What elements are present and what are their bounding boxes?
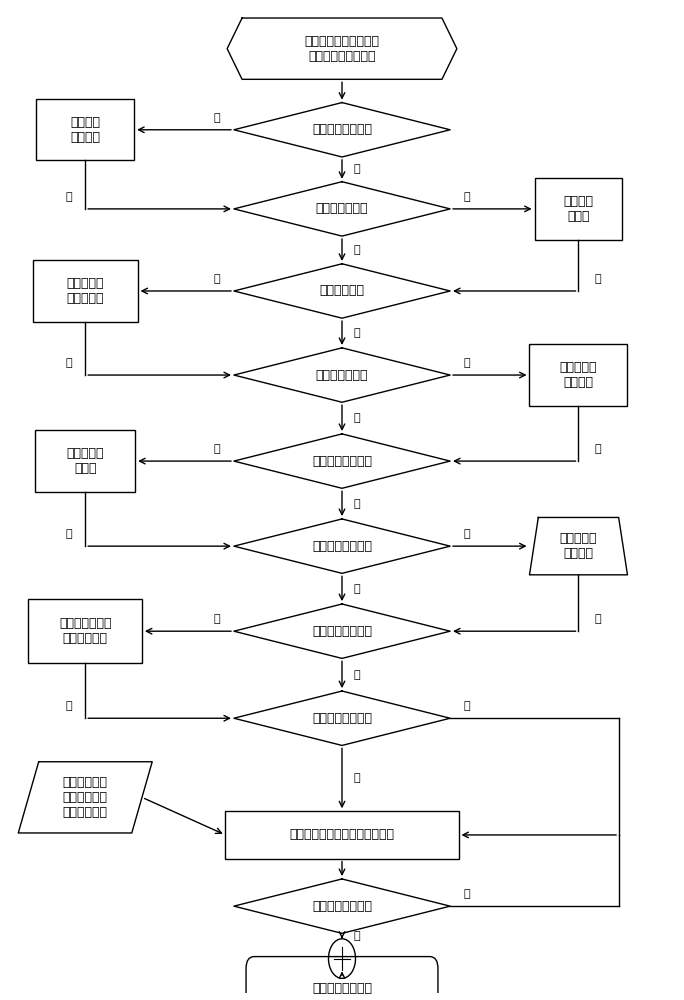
Text: 层流辊道无带载: 层流辊道无带载: [316, 369, 368, 382]
Text: 无自动开启或关闭: 无自动开启或关闭: [312, 625, 372, 638]
Text: 否: 否: [213, 614, 220, 624]
Text: 否: 否: [213, 274, 220, 284]
Text: 等待精轧机
无带载信号: 等待精轧机 无带载信号: [66, 277, 104, 305]
Text: 是: 是: [354, 499, 360, 509]
Text: 是: 是: [65, 192, 72, 202]
Text: 是: 是: [594, 274, 601, 284]
Bar: [226, 811, 458, 859]
Text: 是: 是: [354, 670, 360, 680]
Text: 否: 否: [464, 889, 471, 899]
Text: 否: 否: [464, 701, 471, 711]
Text: 精轧机无带载: 精轧机无带载: [319, 284, 365, 297]
Text: 是: 是: [354, 413, 360, 423]
Text: 否: 否: [464, 358, 471, 368]
Text: 最长投入时间达到: 最长投入时间达到: [312, 900, 372, 913]
Text: 是: 是: [65, 358, 72, 368]
Bar: [36, 430, 135, 492]
Bar: [29, 599, 142, 663]
Text: 集管悬梁在下位: 集管悬梁在下位: [316, 202, 368, 215]
Bar: [535, 178, 622, 240]
Text: 等待层流辊
道转车: 等待层流辊 道转车: [66, 447, 104, 475]
Text: 否: 否: [213, 113, 220, 123]
Text: 是: 是: [594, 444, 601, 454]
Text: 设定自动保养
功能每次最长
投入运行时间: 设定自动保养 功能每次最长 投入运行时间: [63, 776, 108, 819]
Text: 自动保养功能结束: 自动保养功能结束: [312, 982, 372, 995]
Text: 层流冷却自动模式: 层流冷却自动模式: [312, 540, 372, 553]
Text: 是: 是: [354, 773, 360, 783]
Text: 是: 是: [594, 614, 601, 624]
Bar: [33, 260, 137, 322]
Text: 是: 是: [354, 584, 360, 594]
Text: 自动保养功能投入: 自动保养功能投入: [312, 712, 372, 725]
Text: 模式切换为
自动模式: 模式切换为 自动模式: [560, 532, 597, 560]
Text: 考察现场集管的运行环
境和自动化控制过程: 考察现场集管的运行环 境和自动化控制过程: [304, 35, 380, 63]
Text: 否: 否: [213, 444, 220, 454]
Text: 等待电气
具备条件: 等待电气 具备条件: [70, 116, 101, 144]
Text: 电气条件是否满足: 电气条件是否满足: [312, 123, 372, 136]
Bar: [529, 344, 627, 406]
Text: 等待层流辊
道无带载: 等待层流辊 道无带载: [560, 361, 597, 389]
Text: 是: 是: [354, 931, 360, 941]
Text: 是: 是: [354, 164, 360, 174]
Text: 投入层流集管在线自动保养功能: 投入层流集管在线自动保养功能: [289, 828, 395, 841]
Text: 是: 是: [354, 245, 360, 255]
Text: 是: 是: [65, 529, 72, 539]
Text: 层流辊道速度为零: 层流辊道速度为零: [312, 455, 372, 468]
Bar: [36, 99, 134, 160]
Text: 是: 是: [354, 328, 360, 338]
Text: 否: 否: [464, 529, 471, 539]
Text: 等待自动开启或
关闭信号结束: 等待自动开启或 关闭信号结束: [59, 617, 111, 645]
Text: 否: 否: [464, 192, 471, 202]
Text: 等待悬梁
在下位: 等待悬梁 在下位: [564, 195, 594, 223]
Text: 是: 是: [65, 701, 72, 711]
